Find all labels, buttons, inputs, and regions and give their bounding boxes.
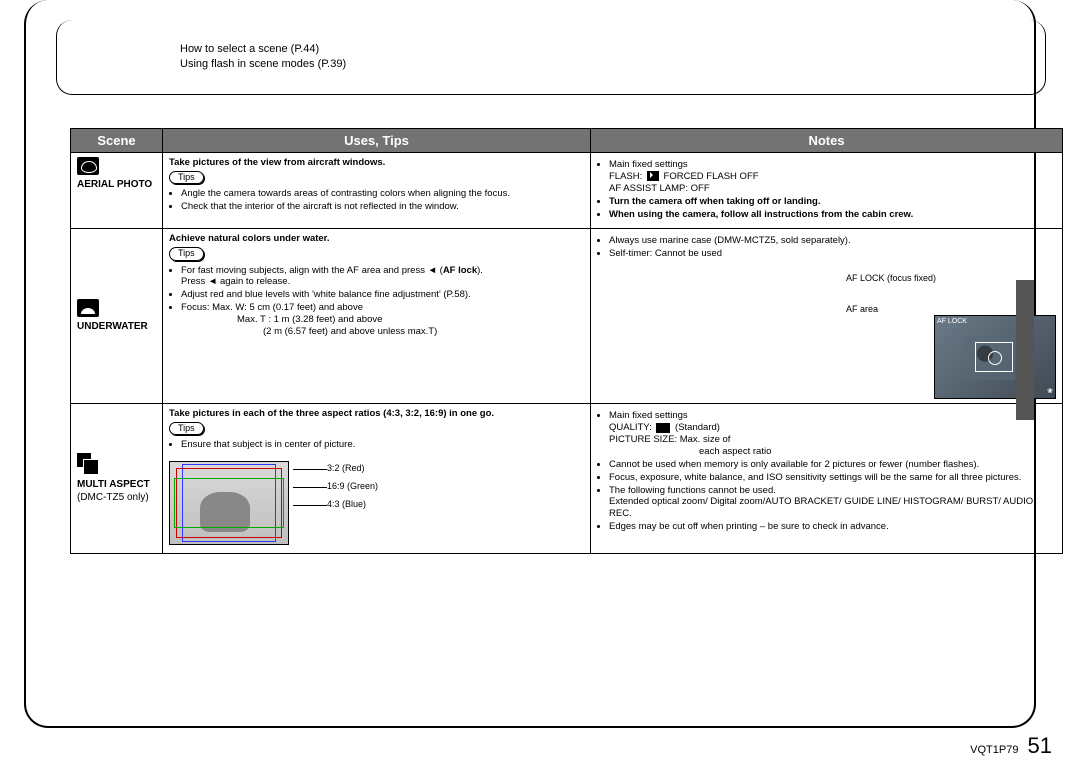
header-references: How to select a scene (P.44) Using flash… [180, 42, 346, 72]
tips-badge: Tips [169, 422, 204, 435]
flash-off-icon [647, 171, 659, 181]
scene-cell-aerial: AERIAL PHOTO [71, 153, 163, 229]
uw-t3b: Max. T : 1 m (3.28 feet) and above [181, 314, 382, 326]
uses-cell-multi: Take pictures in each of the three aspec… [163, 404, 591, 554]
aerial-note-flash-post: FORCED FLASH OFF [664, 171, 759, 182]
tips-badge: Tips [169, 247, 204, 260]
ref-select-scene: How to select a scene (P.44) [180, 42, 346, 57]
scene-table: Scene Uses, Tips Notes AERIAL PHOTO Take… [70, 128, 1063, 554]
af-hud-bottom: ❀ [1047, 388, 1053, 397]
row-multi: MULTI ASPECT (DMC-TZ5 only) Take picture… [71, 404, 1063, 554]
label-3-2: 3:2 (Red) [327, 463, 365, 474]
uw-t3a: Focus: Max. W: 5 cm (0.17 feet) and abov… [181, 302, 363, 313]
scene-label-multi: MULTI ASPECT [77, 479, 156, 492]
underwater-tip-1: For fast moving subjects, align with the… [181, 265, 584, 289]
uw-t1c: AF lock [443, 265, 477, 276]
aerial-note-1a: Main fixed settings [609, 159, 688, 170]
uw-t1d: ). [477, 265, 483, 276]
col-notes-header: Notes [591, 129, 1063, 153]
af-left-labels: AF LOCK (focus fixed) AF area [846, 272, 936, 315]
uw-t1e-b: again to release. [217, 276, 290, 287]
uw-t1a: For fast moving subjects, align with the… [181, 265, 428, 276]
underwater-icon [77, 299, 99, 317]
frame-16-9 [174, 478, 284, 528]
col-scene-header: Scene [71, 129, 163, 153]
multi-note-1c: PICTURE SIZE: Max. size of [609, 434, 730, 445]
aspect-diagram: 3:2 (Red) 16:9 (Green) 4:3 (Blue) [169, 455, 329, 549]
table-header-row: Scene Uses, Tips Notes [71, 129, 1063, 153]
notes-cell-underwater: Always use marine case (DMW-MCTZ5, sold … [591, 229, 1063, 404]
aerial-tip-1: Angle the camera towards areas of contra… [181, 188, 584, 200]
doc-code: VQT1P79 [970, 744, 1018, 756]
ref-flash-scene: Using flash in scene modes (P.39) [180, 57, 346, 72]
aerial-note-3: When using the camera, follow all instru… [609, 209, 1056, 221]
multi-note-5: Edges may be cut off when printing – be … [609, 521, 1056, 533]
row-aerial: AERIAL PHOTO Take pictures of the view f… [71, 153, 1063, 229]
multi-note-q-pre: QUALITY: [609, 422, 652, 433]
uses-cell-underwater: Achieve natural colors under water. Tips… [163, 229, 591, 404]
multi-note-1: Main fixed settings QUALITY: (Standard) … [609, 410, 1056, 458]
left-triangle-icon: ◄ [208, 276, 217, 287]
uw-t1e-a: Press [181, 276, 208, 287]
underwater-tips-list: For fast moving subjects, align with the… [169, 265, 584, 338]
aerial-icon [77, 157, 99, 175]
underwater-notes-list: Always use marine case (DMW-MCTZ5, sold … [597, 235, 1056, 260]
scene-table-wrap: Scene Uses, Tips Notes AERIAL PHOTO Take… [70, 128, 1062, 554]
multi-note-1d: each aspect ratio [609, 446, 771, 458]
notes-cell-aerial: Main fixed settings FLASH: FORCED FLASH … [591, 153, 1063, 229]
aerial-note-1: Main fixed settings FLASH: FORCED FLASH … [609, 159, 1056, 195]
underwater-tip-2: Adjust red and blue levels with 'white b… [181, 289, 584, 301]
aerial-notes-list: Main fixed settings FLASH: FORCED FLASH … [597, 159, 1056, 220]
af-center-frame [975, 342, 1013, 372]
aspect-frame [169, 461, 289, 545]
scene-label-underwater: UNDERWATER [77, 321, 156, 334]
af-hud-top: AF LOCK [937, 318, 967, 327]
uw-t3c: (2 m (6.57 feet) and above unless max.T) [181, 326, 437, 338]
scene-cell-underwater: UNDERWATER [71, 229, 163, 404]
page-footer: VQT1P79 51 [970, 733, 1052, 759]
aerial-note-2: Turn the camera off when taking off or l… [609, 196, 1056, 208]
quality-icon [656, 423, 670, 433]
label-4-3: 4:3 (Blue) [327, 499, 366, 510]
multi-note-4b: Extended optical zoom/ Digital zoom/AUTO… [609, 496, 1033, 519]
aerial-note-1c: AF ASSIST LAMP: OFF [609, 183, 710, 194]
underwater-tip-3: Focus: Max. W: 5 cm (0.17 feet) and abov… [181, 302, 584, 338]
left-triangle-icon: ◄ [428, 265, 437, 276]
uses-cell-aerial: Take pictures of the view from aircraft … [163, 153, 591, 229]
multi-note-q-post: (Standard) [675, 422, 720, 433]
notes-cell-multi: Main fixed settings QUALITY: (Standard) … [591, 404, 1063, 554]
multi-tip-1: Ensure that subject is in center of pict… [181, 439, 584, 451]
col-uses-header: Uses, Tips [163, 129, 591, 153]
multi-notes-list: Main fixed settings QUALITY: (Standard) … [597, 410, 1056, 533]
page-frame: How to select a scene (P.44) Using flash… [24, 0, 1036, 728]
underwater-note-2: Self-timer: Cannot be used [609, 248, 1056, 260]
multi-tips-list: Ensure that subject is in center of pict… [169, 439, 584, 451]
label-16-9: 16:9 (Green) [327, 481, 378, 492]
multi-note-2: Cannot be used when memory is only avail… [609, 459, 1056, 471]
row-underwater: UNDERWATER Achieve natural colors under … [71, 229, 1063, 404]
side-tab [1016, 280, 1034, 420]
aerial-uses-title: Take pictures of the view from aircraft … [169, 157, 584, 169]
multi-note-1a: Main fixed settings [609, 410, 688, 421]
tips-badge: Tips [169, 171, 204, 184]
aerial-tips-list: Angle the camera towards areas of contra… [169, 188, 584, 213]
af-preview-box: AF LOCK ❀ [934, 315, 1056, 399]
multi-note-3: Focus, exposure, white balance, and ISO … [609, 472, 1056, 484]
multi-note-4: The following functions cannot be used. … [609, 485, 1056, 521]
af-lock-label: AF LOCK (focus fixed) [846, 272, 936, 285]
multi-note-4a: The following functions cannot be used. [609, 485, 776, 496]
af-area-label: AF area [846, 303, 936, 316]
multi-uses-title: Take pictures in each of the three aspec… [169, 408, 584, 420]
underwater-uses-title: Achieve natural colors under water. [169, 233, 584, 245]
multi-aspect-icon [77, 453, 99, 475]
scene-cell-multi: MULTI ASPECT (DMC-TZ5 only) [71, 404, 163, 554]
page-number: 51 [1028, 733, 1052, 758]
aerial-tip-2: Check that the interior of the aircraft … [181, 201, 584, 213]
scene-sub-multi: (DMC-TZ5 only) [77, 492, 156, 505]
scene-label-aerial: AERIAL PHOTO [77, 179, 156, 192]
aerial-note-flash-pre: FLASH: [609, 171, 642, 182]
underwater-note-1: Always use marine case (DMW-MCTZ5, sold … [609, 235, 1056, 247]
